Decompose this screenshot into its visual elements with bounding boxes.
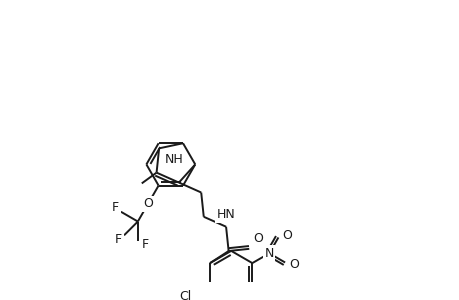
Text: F: F: [115, 232, 122, 246]
Text: N: N: [264, 247, 274, 260]
Text: O: O: [288, 258, 298, 271]
Text: NH: NH: [164, 153, 183, 166]
Text: O: O: [252, 232, 263, 245]
Text: Cl: Cl: [179, 290, 191, 300]
Text: O: O: [143, 197, 153, 210]
Text: HN: HN: [216, 208, 235, 221]
Text: F: F: [141, 238, 148, 251]
Text: F: F: [112, 202, 119, 214]
Text: O: O: [281, 229, 291, 242]
